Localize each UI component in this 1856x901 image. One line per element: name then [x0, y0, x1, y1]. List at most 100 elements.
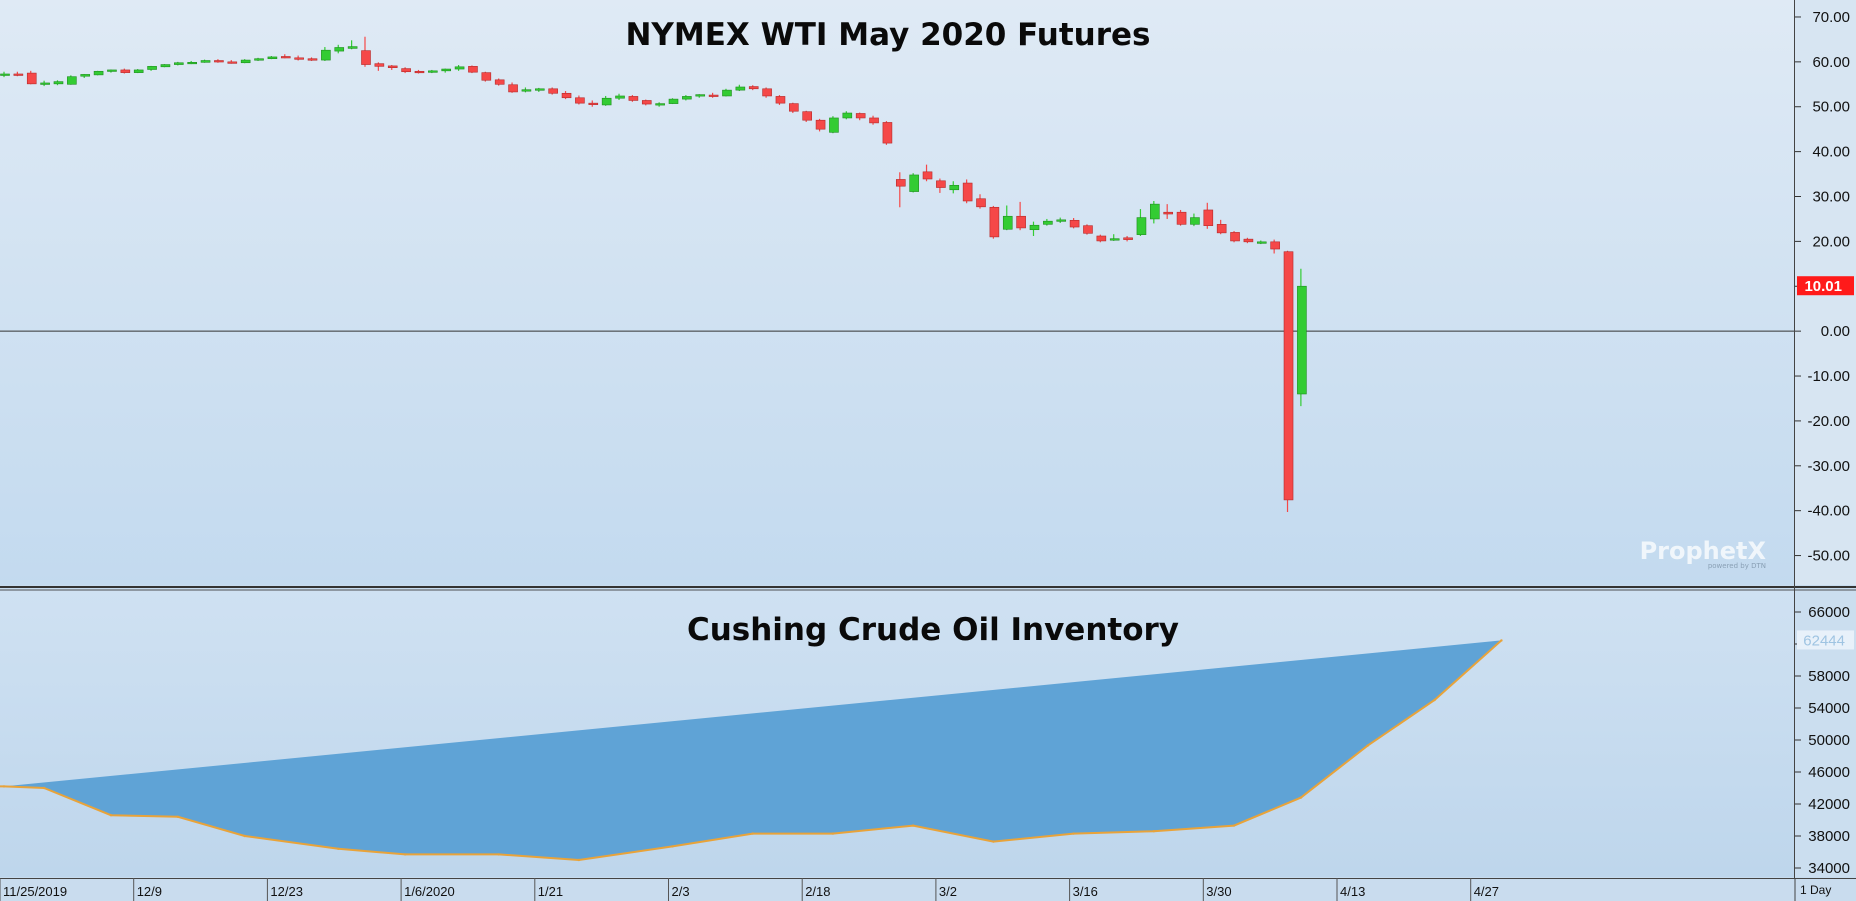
time-tick-label: 2/18: [805, 884, 830, 899]
candle-body: [802, 111, 813, 121]
inventory-line: [0, 639, 1503, 862]
inventory-point: [1152, 830, 1156, 833]
inventory-tick-label: 58000: [1808, 668, 1850, 685]
candle-body: [441, 68, 452, 72]
candle-body: [414, 70, 425, 74]
candle-body: [1016, 215, 1026, 229]
candle-body: [347, 46, 358, 49]
candle-body: [1109, 238, 1120, 241]
candle-body: [1123, 237, 1133, 240]
price-tick-label: 70.00: [1812, 9, 1850, 26]
last-price-badge-bg: [1797, 276, 1854, 296]
inventory-tick-label: 66000: [1808, 604, 1850, 621]
last-price-badge: 10.01: [1797, 276, 1854, 296]
inventory-tick-label: 46000: [1808, 764, 1850, 781]
candle-body: [1270, 241, 1280, 250]
candle-body: [775, 96, 786, 104]
candle-body: [13, 73, 24, 76]
price-axis-ticks: 70.0060.0050.0040.0030.0020.0010.000.00-…: [1795, 9, 1850, 565]
inventory-area-fill: [0, 640, 1502, 860]
candle-body: [895, 179, 906, 187]
time-tick-label: 12/9: [137, 884, 162, 899]
time-tick-label: 1/6/2020: [404, 884, 455, 899]
candle-body: [869, 117, 879, 124]
candle-body: [267, 56, 278, 60]
price-tick-label: 0.00: [1821, 323, 1850, 340]
inventory-point: [911, 824, 915, 827]
price-tick-label: 30.00: [1812, 189, 1850, 206]
candle-body: [922, 171, 933, 180]
candle-body: [53, 81, 64, 85]
price-tick-label: 20.00: [1812, 233, 1850, 250]
inventory-point: [1299, 796, 1303, 799]
candle-body: [0, 73, 10, 76]
candle-body: [641, 100, 652, 105]
inventory-point: [42, 786, 46, 790]
candle-body: [1029, 224, 1040, 231]
candle-body: [40, 82, 50, 85]
inventory-point: [671, 845, 674, 848]
candle-body: [1297, 285, 1307, 395]
candle-body: [93, 70, 104, 76]
time-tick-label: 3/16: [1073, 884, 1098, 899]
price-tick-label: 40.00: [1812, 144, 1850, 161]
candle-body: [762, 88, 772, 97]
inventory-point: [337, 847, 340, 850]
candle-body: [494, 79, 505, 85]
inventory-point: [831, 832, 835, 835]
inventory-point: [1433, 698, 1436, 702]
candle-body: [561, 92, 572, 99]
candle-body: [334, 47, 345, 52]
last-inventory-badge-bg: [1797, 630, 1854, 650]
time-tick-label: 2/3: [672, 884, 690, 899]
candle-body: [294, 57, 304, 60]
price-tick-label: 60.00: [1812, 54, 1850, 71]
candle-body: [227, 61, 238, 64]
last-price-label: 10.01: [1804, 278, 1842, 295]
price-tick-label: -40.00: [1807, 503, 1850, 520]
candle-body: [534, 88, 545, 91]
price-tick-label: -50.00: [1807, 548, 1850, 565]
inventory-point: [1500, 639, 1503, 642]
candle-body: [815, 119, 826, 130]
candle-body: [949, 184, 960, 191]
candle-body: [67, 76, 77, 85]
candle-body: [1043, 220, 1053, 225]
candle-body: [588, 102, 599, 105]
inventory-point: [243, 834, 246, 838]
time-tick-label: 3/30: [1206, 884, 1231, 899]
time-tick-label: 1/21: [538, 884, 563, 899]
candle-body: [468, 66, 478, 73]
candle-body: [789, 103, 799, 112]
candle-body: [628, 96, 639, 101]
candle-body: [174, 62, 184, 65]
candle-body: [1002, 215, 1013, 230]
candle-body: [1069, 219, 1080, 228]
candle-body: [1256, 241, 1267, 244]
inventory-area-series: [0, 639, 1503, 862]
inventory-point: [497, 853, 500, 856]
candlestick-series: [0, 36, 1307, 513]
candle-body: [829, 117, 839, 133]
timeframe-label[interactable]: 1 Day: [1800, 883, 1831, 897]
last-inventory-label: 62444: [1803, 632, 1845, 649]
time-tick-label: 12/23: [270, 884, 303, 899]
candle-body: [842, 112, 853, 119]
inventory-axis-ticks: 6600062000580005400050000460004200038000…: [1795, 604, 1850, 877]
candle-body: [1083, 225, 1093, 234]
candle-body: [280, 56, 291, 59]
candle-body: [147, 66, 157, 70]
candle-body: [428, 70, 438, 73]
inventory-point: [1232, 824, 1236, 827]
candle-body: [748, 86, 759, 90]
candle-body: [254, 58, 264, 61]
inventory-point: [403, 853, 407, 856]
candle-body: [1136, 217, 1147, 235]
time-axis-ticks: 11/25/2019 12/9 12/23 1/6/2020 1/21 2/3 2/18 3/…: [0, 878, 1499, 901]
candle-body: [655, 103, 665, 106]
price-tick-label: -10.00: [1807, 368, 1850, 385]
candle-body: [682, 96, 692, 100]
candle-body: [962, 182, 973, 202]
